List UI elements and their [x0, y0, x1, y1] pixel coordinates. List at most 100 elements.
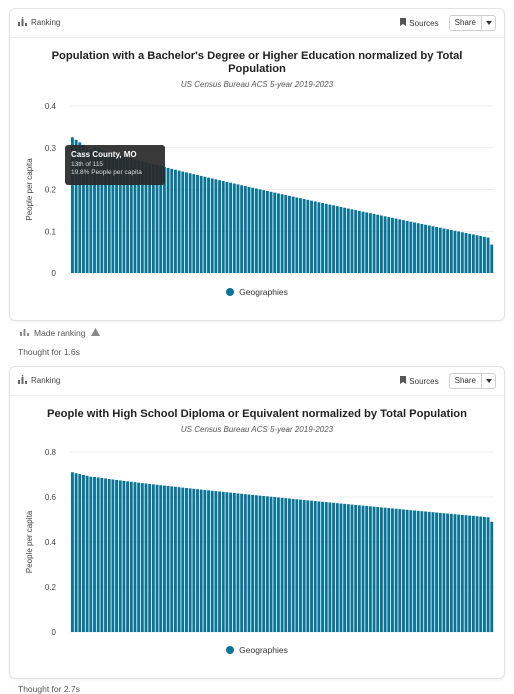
bar[interactable] [357, 505, 361, 632]
bar[interactable] [324, 203, 328, 273]
bar[interactable] [166, 167, 170, 273]
bar[interactable] [276, 497, 280, 632]
bar[interactable] [185, 172, 188, 273]
bar[interactable] [192, 174, 196, 273]
bar[interactable] [151, 164, 155, 273]
bar[interactable] [394, 218, 398, 273]
bar[interactable] [284, 498, 288, 632]
bar[interactable] [269, 496, 273, 632]
bar[interactable] [144, 162, 148, 273]
bar[interactable] [71, 137, 74, 273]
bar[interactable] [295, 499, 299, 632]
bar[interactable] [416, 510, 420, 632]
bar[interactable] [203, 176, 207, 273]
bar[interactable] [214, 179, 218, 273]
bar[interactable] [460, 514, 464, 632]
bar[interactable] [251, 187, 255, 273]
bar[interactable] [354, 504, 358, 632]
bar[interactable] [321, 203, 324, 273]
bar[interactable] [273, 497, 277, 632]
bar[interactable] [453, 514, 457, 632]
bar[interactable] [391, 508, 394, 632]
bar[interactable] [85, 147, 89, 273]
bar[interactable] [413, 510, 416, 632]
bar[interactable] [126, 157, 130, 273]
bar[interactable] [376, 214, 380, 273]
bar[interactable] [148, 483, 152, 632]
bar[interactable] [229, 492, 233, 632]
bar[interactable] [276, 193, 280, 273]
bar[interactable] [379, 215, 383, 273]
bar[interactable] [446, 513, 450, 632]
bar[interactable] [100, 150, 104, 273]
bar[interactable] [133, 159, 137, 273]
bar[interactable] [162, 485, 166, 632]
bar[interactable] [339, 503, 343, 632]
bar[interactable] [376, 507, 380, 632]
bar[interactable] [468, 233, 472, 273]
bar[interactable] [460, 232, 464, 273]
bar[interactable] [74, 473, 78, 632]
bar[interactable] [265, 496, 269, 632]
bar[interactable] [288, 498, 291, 632]
bar[interactable] [155, 484, 159, 632]
bar[interactable] [137, 160, 141, 273]
bar[interactable] [313, 501, 317, 632]
bar[interactable] [413, 222, 416, 273]
bar[interactable] [225, 181, 229, 273]
bar[interactable] [225, 492, 229, 632]
bar[interactable] [361, 211, 365, 273]
bar[interactable] [177, 487, 181, 632]
bar[interactable] [207, 177, 210, 273]
bar[interactable] [471, 234, 475, 273]
chevron-down-icon[interactable] [481, 16, 495, 30]
bar[interactable] [151, 484, 155, 632]
bar[interactable] [482, 236, 486, 273]
bar[interactable] [486, 237, 490, 273]
bar[interactable] [299, 198, 302, 273]
bar[interactable] [431, 226, 435, 273]
bar[interactable] [405, 509, 409, 632]
bar[interactable] [368, 506, 372, 632]
bar[interactable] [107, 152, 111, 273]
bar[interactable] [446, 229, 450, 273]
bar[interactable] [387, 508, 391, 632]
bar[interactable] [405, 220, 409, 273]
bar[interactable] [453, 230, 457, 273]
bar[interactable] [96, 148, 100, 273]
bar[interactable] [402, 509, 405, 632]
share-button[interactable]: Share [448, 15, 496, 31]
bar[interactable] [398, 219, 402, 273]
bar[interactable] [431, 512, 435, 632]
bar[interactable] [185, 488, 188, 632]
bar[interactable] [321, 501, 324, 632]
bar[interactable] [350, 504, 354, 632]
bar[interactable] [181, 171, 185, 273]
bar[interactable] [251, 494, 255, 632]
bar[interactable] [350, 209, 354, 273]
bar[interactable] [479, 236, 483, 273]
bar[interactable] [258, 495, 262, 632]
bar[interactable] [464, 233, 468, 273]
bar[interactable] [354, 210, 358, 273]
bar[interactable] [306, 500, 310, 632]
bar[interactable] [254, 495, 258, 632]
bar[interactable] [295, 197, 299, 273]
bar[interactable] [442, 513, 446, 632]
bar[interactable] [243, 186, 247, 273]
bar[interactable] [424, 511, 427, 632]
bar[interactable] [122, 480, 126, 632]
bar[interactable] [118, 155, 122, 273]
bar[interactable] [310, 500, 313, 632]
bar[interactable] [162, 167, 166, 273]
bar[interactable] [181, 487, 185, 632]
bar[interactable] [140, 483, 144, 632]
bar[interactable] [372, 506, 376, 632]
bar[interactable] [166, 485, 170, 632]
bar[interactable] [332, 205, 336, 273]
bar[interactable] [475, 516, 479, 632]
sources-button[interactable]: Sources [396, 16, 442, 30]
bar[interactable] [159, 485, 163, 632]
bar[interactable] [93, 476, 96, 632]
bar[interactable] [464, 515, 468, 632]
